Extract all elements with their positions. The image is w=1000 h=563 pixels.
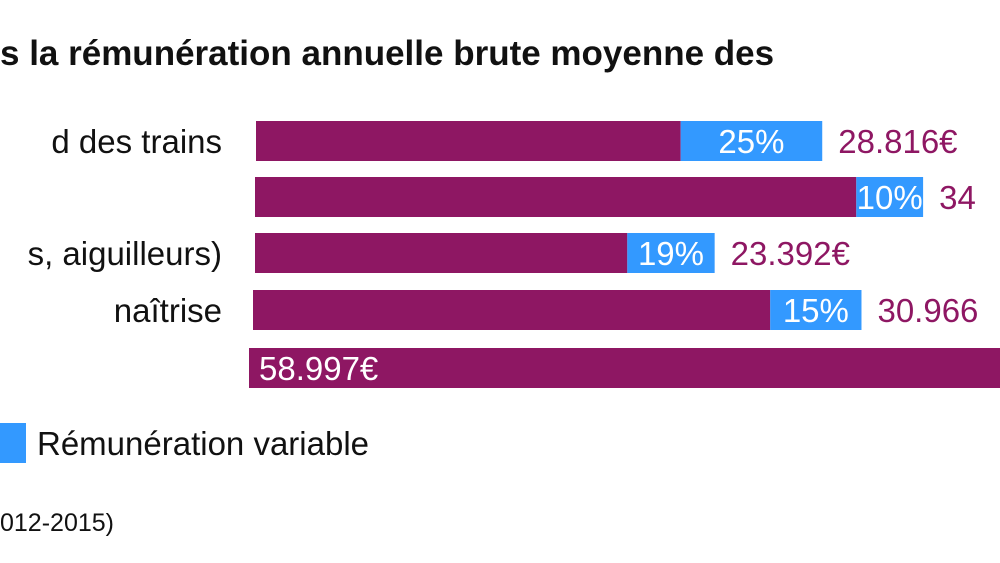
total-value-label: 23.392€	[731, 235, 850, 272]
total-value-label: 34	[939, 179, 976, 216]
chart-title: s la rémunération annuelle brute moyenne…	[0, 34, 774, 73]
variable-share-label: 25%	[718, 123, 784, 160]
bar-variable	[680, 121, 823, 161]
category-label: s, aiguilleurs)	[28, 235, 222, 272]
bar-fixed	[249, 348, 1000, 388]
category-label: d des trains	[51, 123, 222, 160]
chart-rows: d des trains 25% 28.816€ 10% 34 s, aiguilleur…	[28, 121, 1000, 388]
category-label: naîtrise	[114, 292, 222, 329]
bar-fixed	[256, 121, 681, 161]
bar-fixed	[253, 290, 771, 330]
total-value-label: 58.997€	[259, 350, 378, 387]
total-value-label: 30.966	[877, 292, 978, 329]
bar-fixed	[255, 233, 628, 273]
bar-variable	[770, 290, 862, 330]
chart-source: 012-2015)	[0, 509, 114, 537]
bar-variable	[627, 233, 715, 273]
total-value-label: 28.816€	[838, 123, 957, 160]
variable-share-label: 10%	[857, 179, 923, 216]
bar-fixed	[255, 177, 857, 217]
variable-share-label: 15%	[783, 292, 849, 329]
legend-swatch-variable	[0, 423, 26, 463]
variable-share-label: 19%	[638, 235, 704, 272]
bar-variable	[856, 177, 924, 217]
legend-label-variable: Rémunération variable	[37, 425, 369, 462]
